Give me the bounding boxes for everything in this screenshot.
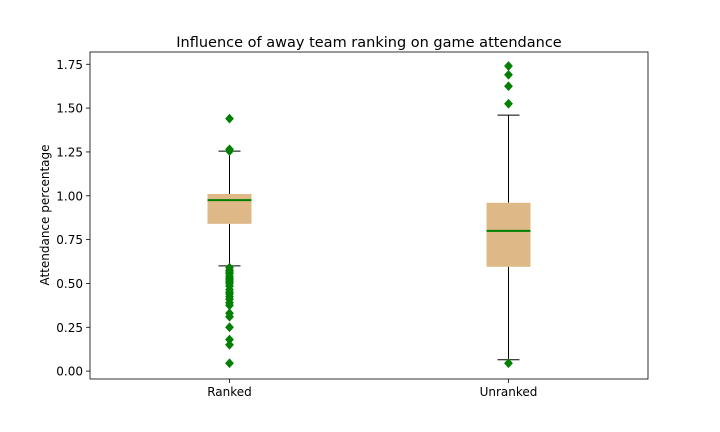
plot-area: 0.00 0.25 0.50 0.75 1.00 1.25 1.50 1.75 Ranked Un… — [56, 58, 537, 399]
outlier-point — [504, 81, 513, 92]
outlier-point — [504, 61, 513, 72]
outlier-point — [225, 339, 234, 350]
outlier-point — [225, 358, 234, 369]
outlier-point — [504, 69, 513, 80]
y-axis-label: Attendance percentage — [38, 144, 52, 285]
outlier-point — [504, 358, 513, 369]
outlier-point — [225, 146, 234, 157]
y-tick-label: 0.25 — [56, 321, 83, 335]
plot-frame — [89, 51, 649, 380]
outlier-point — [225, 322, 234, 333]
y-tick-label: 0.00 — [56, 365, 83, 379]
x-tick-label: Unranked — [480, 385, 538, 399]
y-tick-label: 1.75 — [56, 58, 83, 72]
y-tick-label: 0.75 — [56, 233, 83, 247]
outlier-point — [225, 311, 234, 322]
outlier-point — [504, 98, 513, 109]
chart-title: Influence of away team ranking on game a… — [176, 35, 562, 51]
y-tick-label: 1.50 — [56, 102, 83, 116]
x-tick-label: Ranked — [207, 385, 252, 399]
y-tick-label: 1.25 — [56, 145, 83, 159]
box-ranked — [207, 194, 252, 224]
y-tick-label: 0.50 — [56, 277, 83, 291]
y-tick-label: 1.00 — [56, 189, 83, 203]
box-unranked — [486, 202, 531, 267]
outlier-point — [225, 113, 234, 124]
